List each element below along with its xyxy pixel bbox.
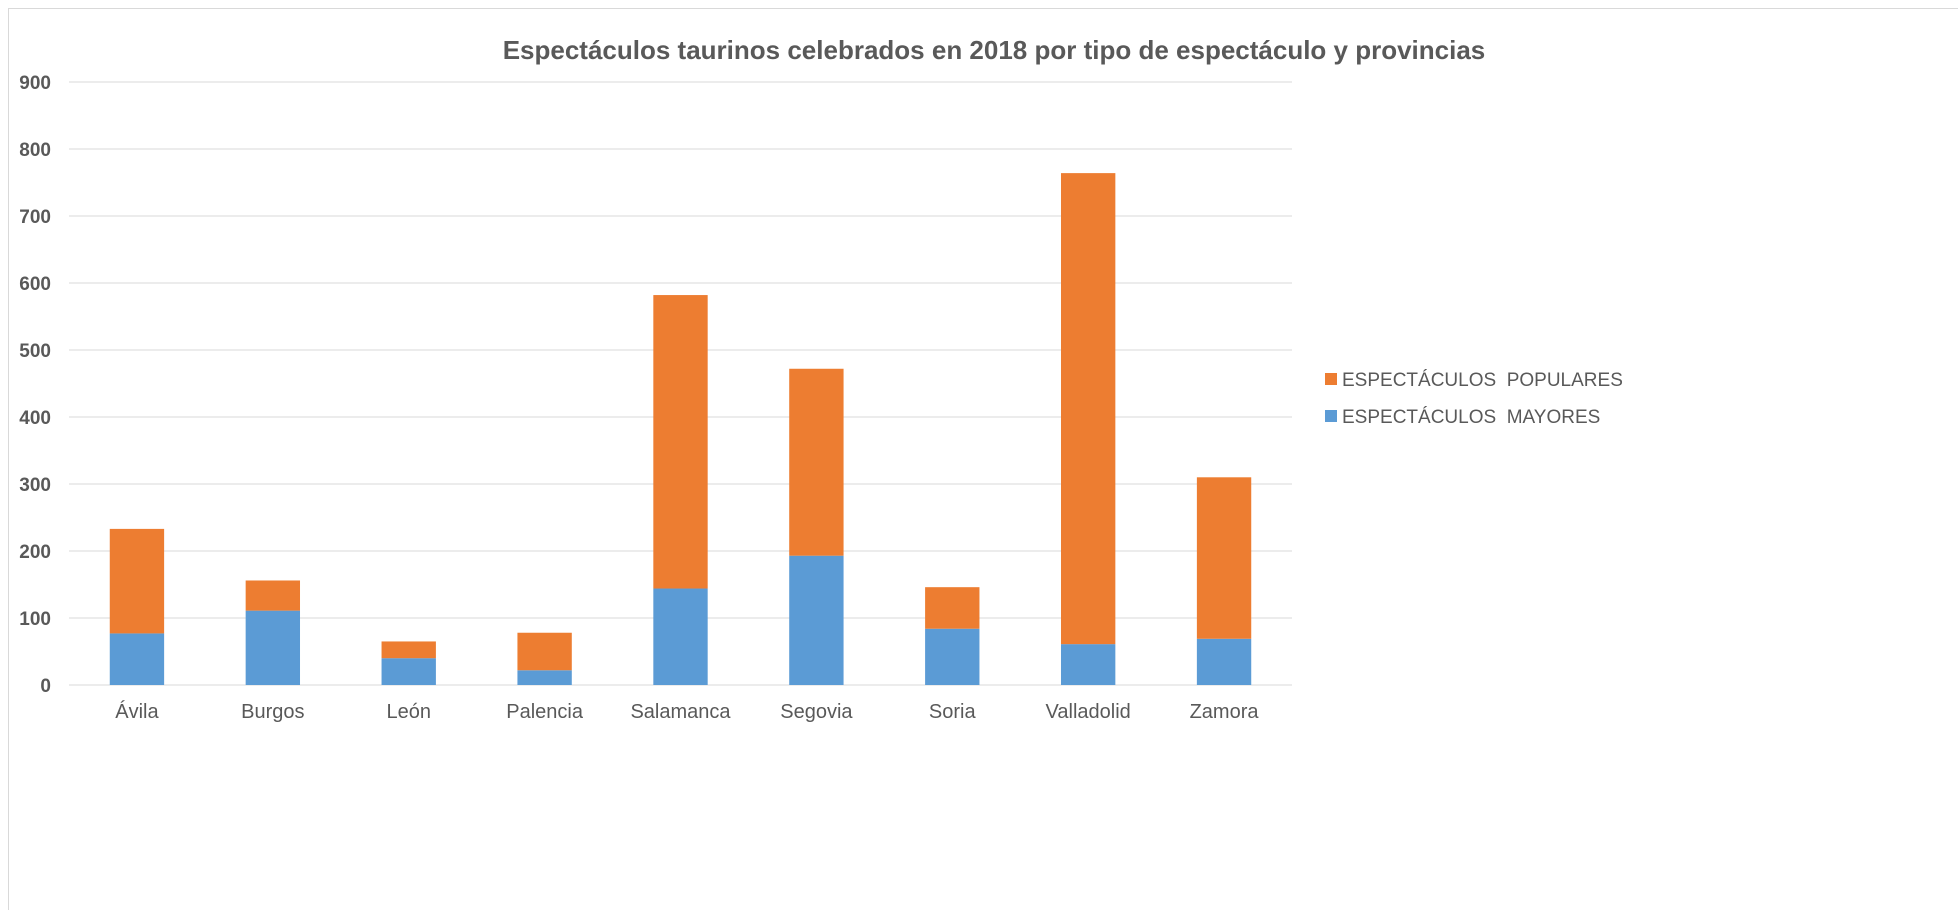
bar-populares-5 [789, 368, 844, 556]
x-tick-label: Salamanca [630, 701, 731, 723]
bar-mayores-0 [109, 633, 165, 685]
x-tick-label: Valladolid [1046, 701, 1131, 723]
y-tick-label: 100 [19, 609, 51, 630]
bar-mayores-6 [925, 628, 980, 685]
chart-frame: Espectáculos taurinos celebrados en 2018… [8, 8, 1958, 910]
bars [109, 173, 1252, 685]
bar-mayores-4 [653, 588, 708, 685]
x-tick-label: Zamora [1190, 701, 1260, 723]
bar-mayores-1 [245, 610, 301, 685]
x-tick-label: Ávila [115, 700, 159, 723]
bar-populares-8 [1196, 477, 1252, 639]
legend-label: ESPECTÁCULOS MAYORES [1342, 407, 1600, 428]
x-tick-label: León [386, 701, 431, 723]
y-tick-label: 300 [19, 475, 51, 496]
x-tick-label: Palencia [506, 701, 584, 723]
y-tick-label: 400 [19, 408, 51, 429]
legend: ESPECTÁCULOS POPULARES ESPECTÁCULOS MAYOR… [1325, 370, 1623, 428]
bar-mayores-2 [381, 658, 436, 685]
y-tick-label: 200 [19, 542, 51, 563]
bar-mayores-7 [1060, 644, 1116, 685]
legend-swatch [1325, 410, 1337, 422]
y-axis-ticks: 0 100 200 300 400 500 600 700 800 900 [19, 73, 51, 697]
bar-mayores-5 [789, 555, 844, 685]
y-tick-label: 900 [19, 73, 51, 94]
y-tick-label: 700 [19, 207, 51, 228]
chart-title: Espectáculos taurinos celebrados en 2018… [503, 35, 1486, 65]
bar-populares-4 [653, 295, 708, 589]
stacked-bar-chart: Espectáculos taurinos celebrados en 2018… [19, 35, 1623, 723]
legend-swatch [1325, 373, 1337, 385]
bar-populares-6 [925, 587, 980, 629]
y-tick-label: 600 [19, 274, 51, 295]
y-tick-label: 0 [40, 676, 51, 697]
bar-populares-2 [381, 641, 436, 659]
bar-populares-0 [109, 528, 165, 634]
legend-label: ESPECTÁCULOS POPULARES [1342, 370, 1623, 391]
x-tick-label: Segovia [780, 701, 853, 723]
bar-populares-1 [245, 580, 301, 611]
bar-mayores-3 [517, 670, 572, 685]
bar-populares-7 [1060, 173, 1116, 645]
y-tick-label: 500 [19, 341, 51, 362]
y-tick-label: 800 [19, 140, 51, 161]
bar-mayores-8 [1196, 638, 1252, 685]
bar-populares-3 [517, 632, 572, 671]
x-axis-ticks: Ávila Burgos León Palencia Salamanca Segovia S… [115, 700, 1259, 723]
x-tick-label: Soria [929, 701, 977, 723]
x-tick-label: Burgos [241, 701, 304, 723]
